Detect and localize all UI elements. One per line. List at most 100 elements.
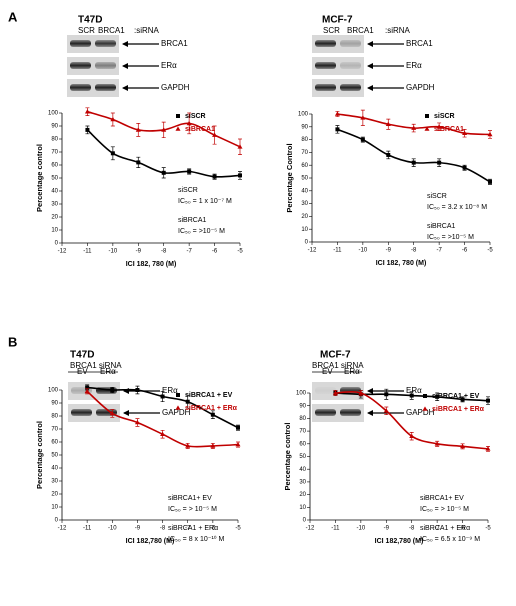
marker	[436, 124, 442, 129]
blot-strip	[312, 404, 364, 422]
blot-strip	[67, 57, 119, 75]
y-tick-label: 50	[299, 454, 306, 460]
marker	[335, 127, 340, 132]
x-tick-label: -12	[308, 248, 317, 254]
blot-band	[315, 62, 336, 69]
row-label: ERα	[406, 61, 422, 70]
y-tick-label: 90	[51, 401, 58, 407]
marker	[84, 109, 90, 114]
row-label: GAPDH	[406, 408, 435, 417]
marker	[334, 111, 340, 116]
blot-band	[340, 84, 361, 91]
blot-title: T47D	[78, 15, 102, 26]
marker	[237, 144, 243, 149]
y-tick-label: 30	[51, 202, 58, 208]
lane-label: SCR	[323, 26, 340, 35]
annotation: IC₅₀ = > 10⁻⁵ M	[168, 506, 217, 513]
y-tick-label: 40	[51, 189, 58, 195]
x-tick-label: -6	[212, 249, 218, 255]
x-tick-label: -7	[186, 249, 192, 255]
y-tick-label: 40	[301, 188, 308, 194]
marker	[235, 442, 241, 447]
y-tick-label: 40	[51, 466, 58, 472]
arrow-head	[122, 63, 128, 69]
blot-band	[315, 387, 336, 394]
y-tick-label: 10	[51, 228, 58, 234]
y-axis-label: Percentage control	[35, 144, 44, 212]
marker	[485, 446, 491, 451]
marker	[437, 160, 442, 165]
marker	[385, 121, 391, 127]
annotation: siBRCA1	[427, 223, 456, 230]
y-tick-label: 70	[51, 427, 58, 433]
legend-label: siBRCA1 + EV	[432, 393, 480, 400]
x-tick-label: -5	[235, 526, 241, 532]
annotation: IC₅₀ = 1 x 10⁻⁷ M	[178, 198, 232, 205]
arrow-head	[122, 41, 128, 47]
y-tick-label: 30	[51, 479, 58, 485]
annotation: IC₅₀ = >10⁻⁵ M	[427, 234, 474, 241]
y-tick-label: 30	[301, 201, 308, 207]
arrow-head	[367, 388, 373, 394]
blot-band	[340, 62, 361, 69]
legend-label: siSCR	[185, 113, 206, 120]
marker	[460, 443, 466, 449]
marker	[160, 431, 166, 436]
marker	[84, 388, 90, 394]
y-tick-label: 20	[299, 492, 306, 498]
marker	[110, 116, 116, 122]
lane-label: EV	[322, 367, 333, 376]
annotation: IC₅₀ = > 10⁻⁵ M	[420, 506, 469, 513]
marker	[134, 419, 140, 425]
arrow-head	[122, 85, 128, 91]
marker	[409, 433, 415, 438]
row-label: GAPDH	[161, 83, 190, 92]
blot-band	[95, 84, 116, 91]
marker	[383, 408, 389, 413]
legend-marker	[424, 126, 430, 131]
blot-band	[315, 409, 336, 416]
x-tick-label: -9	[386, 248, 392, 254]
marker	[110, 388, 115, 392]
y-tick-label: 0	[55, 518, 59, 524]
arrow-head	[123, 410, 129, 416]
y-tick-label: 90	[299, 403, 306, 409]
blot-band	[315, 84, 336, 91]
annotation: siSCR	[427, 193, 447, 200]
blot-strip	[312, 35, 364, 53]
x-tick-label: -6	[210, 526, 216, 532]
panel-label: A	[8, 9, 18, 24]
annotation: siSCR	[178, 187, 198, 194]
blot-strip	[312, 382, 364, 400]
lane-note: :siRNA	[385, 26, 411, 35]
blot-band	[95, 62, 116, 69]
lane-label: ERα	[344, 367, 360, 376]
blot-title: MCF-7	[322, 15, 353, 26]
blot-strip	[67, 35, 119, 53]
y-tick-label: 10	[301, 227, 308, 233]
marker	[135, 388, 140, 392]
y-tick-label: 50	[301, 176, 308, 182]
marker	[411, 160, 416, 165]
annotation: IC₅₀ = 3.2 x 10⁻⁸ M	[427, 204, 487, 211]
lane-label: BRCA1	[98, 26, 125, 35]
marker	[332, 390, 338, 395]
y-tick-label: 10	[51, 505, 58, 511]
legend-marker	[175, 126, 181, 131]
marker	[186, 120, 192, 126]
y-tick-label: 80	[301, 137, 308, 143]
x-axis-label: ICI 182,780 (M)	[375, 538, 424, 545]
annotation: siBRCA1 + ERα	[420, 525, 470, 532]
y-tick-label: 70	[301, 150, 308, 156]
y-tick-label: 30	[299, 479, 306, 485]
x-tick-label: -7	[436, 248, 442, 254]
y-tick-label: 50	[51, 453, 58, 459]
x-tick-label: -10	[357, 526, 366, 532]
y-tick-label: 60	[51, 440, 58, 446]
arrow-head	[367, 63, 373, 69]
y-tick-label: 60	[51, 163, 58, 169]
legend-label: siBRCA1 + ERα	[185, 405, 238, 412]
y-tick-label: 40	[299, 467, 306, 473]
lane-label: BRCA1	[347, 26, 374, 35]
marker	[212, 174, 217, 179]
